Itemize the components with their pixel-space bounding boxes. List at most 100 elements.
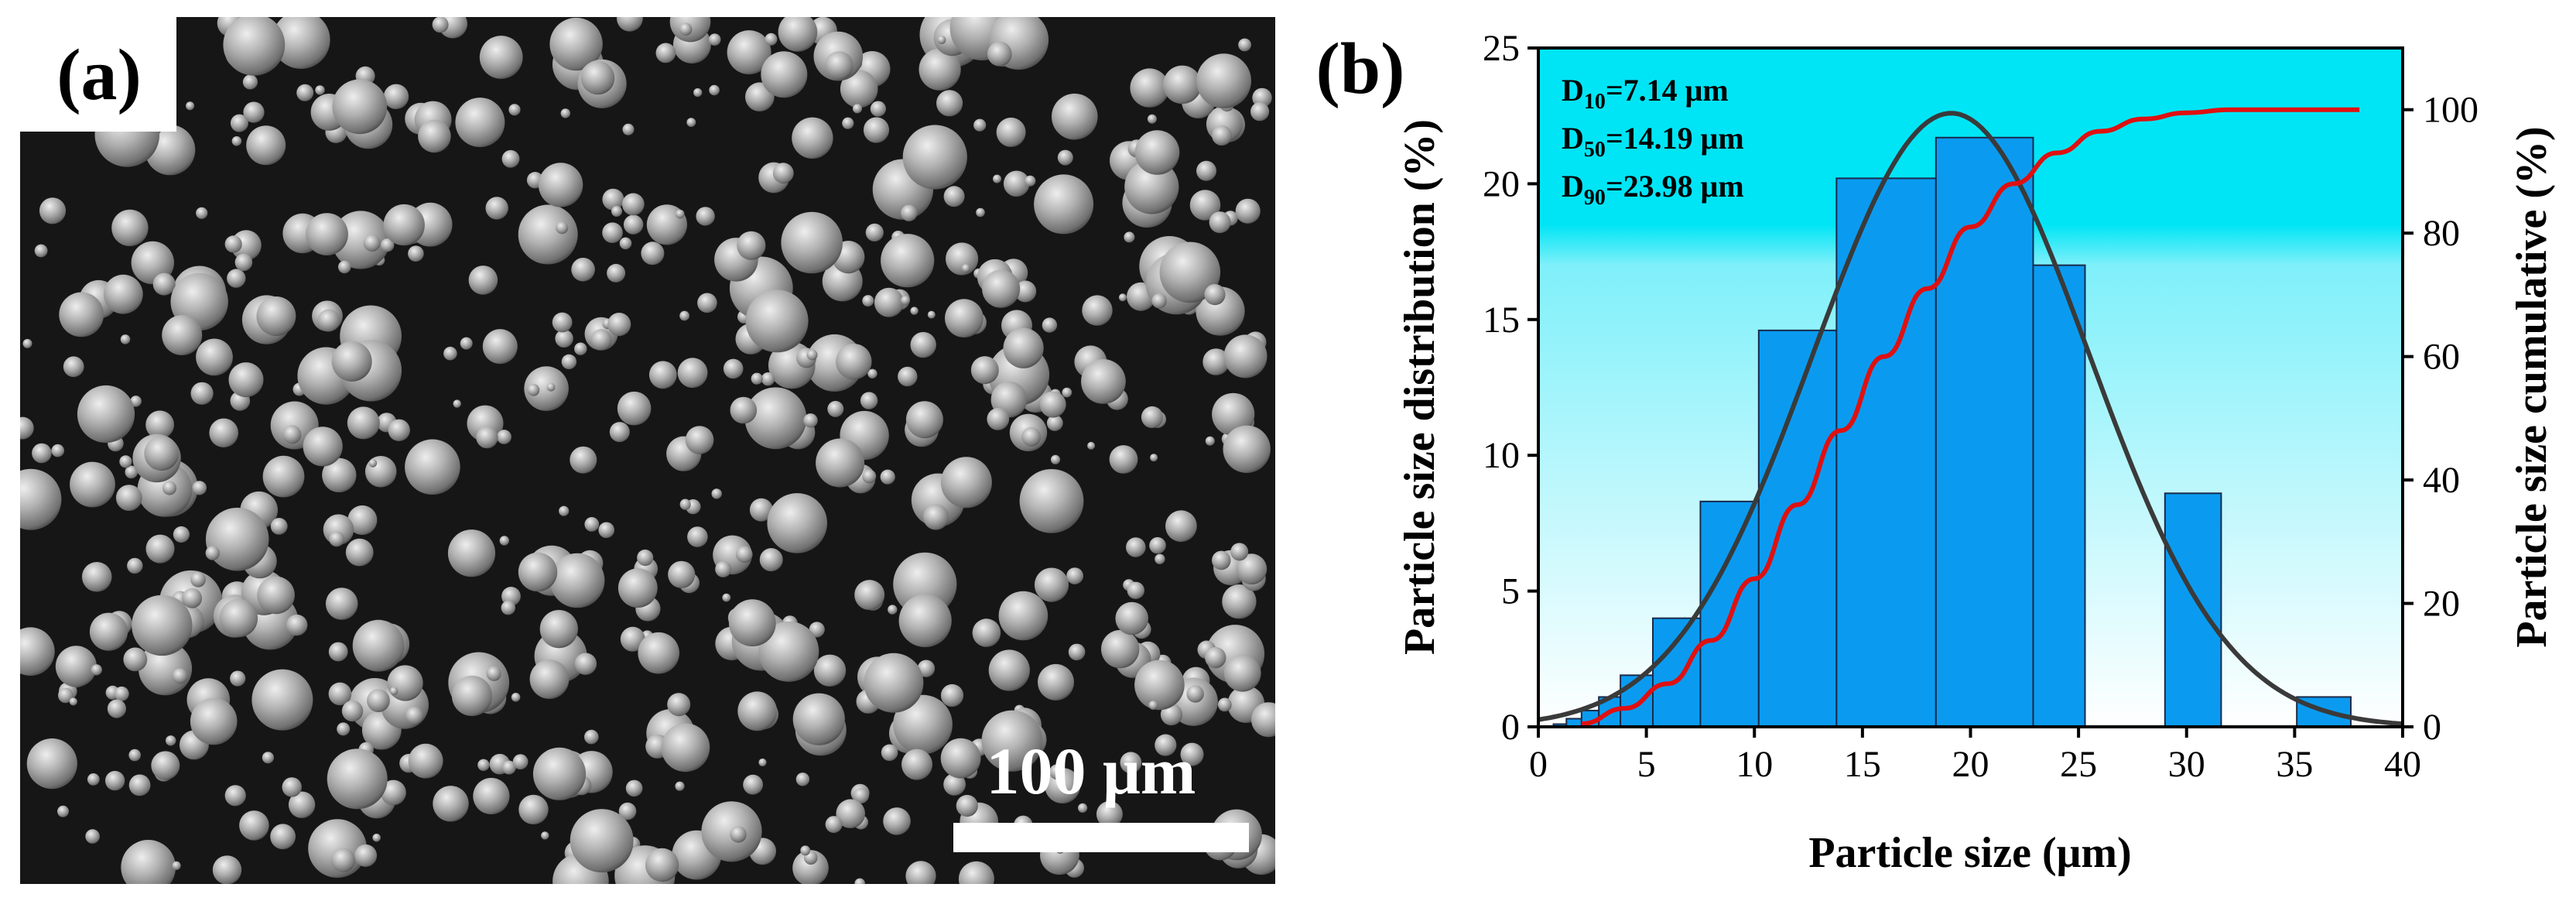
powder-particle <box>1155 734 1177 756</box>
powder-particle <box>559 505 570 516</box>
powder-particle <box>104 770 125 791</box>
x-tick-label: 40 <box>2384 744 2421 785</box>
powder-particle <box>405 439 460 495</box>
cumulative-curve <box>1581 107 2360 727</box>
powder-particle <box>1196 160 1216 181</box>
powder-particle <box>825 51 854 80</box>
powder-particle <box>961 264 970 272</box>
powder-particle <box>190 571 206 588</box>
powder-particle <box>836 799 865 828</box>
powder-particle <box>905 401 943 439</box>
powder-particle <box>730 826 747 843</box>
powder-particle <box>1205 436 1215 446</box>
powder-particle <box>512 754 529 770</box>
d-value-annotation: D50=14.19 μm <box>1562 121 1744 162</box>
powder-particle <box>1150 454 1158 462</box>
powder-particle <box>1130 68 1169 108</box>
powder-particle <box>571 258 595 282</box>
powder-particle <box>1236 553 1267 585</box>
powder-particle <box>727 30 771 75</box>
powder-particle <box>125 465 139 479</box>
powder-particle <box>1155 553 1165 564</box>
powder-particle <box>905 861 936 884</box>
powder-particle <box>173 526 190 543</box>
powder-particle <box>224 235 242 253</box>
powder-particle <box>1082 295 1113 326</box>
powder-particle <box>792 850 829 884</box>
histogram-bar <box>2032 264 2086 727</box>
powder-particle <box>711 488 722 499</box>
powder-particle <box>228 362 264 398</box>
powder-particle <box>120 334 131 344</box>
powder-particle <box>987 408 1010 430</box>
powder-particle <box>1204 284 1226 306</box>
powder-particle <box>22 338 32 348</box>
powder-particle <box>296 84 314 101</box>
powder-particle <box>580 60 615 95</box>
histogram-bar <box>1652 617 1702 727</box>
powder-particle <box>943 186 965 207</box>
powder-particle <box>637 549 654 567</box>
powder-particle <box>51 444 64 457</box>
powder-particle <box>32 443 52 464</box>
powder-particle <box>57 805 69 817</box>
powder-particle <box>728 599 776 647</box>
powder-particle <box>1014 280 1037 303</box>
powder-particle <box>1062 387 1072 398</box>
powder-particle <box>331 341 372 382</box>
powder-particle <box>902 125 967 190</box>
histogram-bar <box>1620 674 1654 727</box>
powder-particle <box>1025 175 1036 187</box>
powder-particle <box>708 33 721 46</box>
powder-particle <box>166 735 176 746</box>
powder-particle <box>1068 643 1086 661</box>
powder-particle <box>115 485 142 511</box>
powder-particle <box>998 591 1049 641</box>
powder-particle <box>1223 425 1271 473</box>
powder-particle <box>63 356 84 378</box>
powder-particle <box>1238 38 1251 52</box>
powder-particle <box>881 744 898 762</box>
powder-particle <box>648 361 677 389</box>
powder-particle <box>89 612 128 651</box>
powder-particle <box>973 118 987 132</box>
y-tick-label: 10 <box>1483 435 1520 476</box>
x-tick-label: 30 <box>2168 744 2205 785</box>
powder-particle <box>352 619 405 672</box>
powder-particle <box>234 253 253 272</box>
powder-particle <box>306 213 348 255</box>
powder-particle <box>679 22 693 36</box>
powder-particle <box>943 773 966 796</box>
powder-particle <box>661 723 710 773</box>
powder-particle <box>898 594 952 648</box>
powder-particle <box>617 17 643 32</box>
powder-particle <box>1019 469 1084 533</box>
powder-particle <box>744 387 807 450</box>
powder-particle <box>388 419 410 441</box>
powder-particle <box>956 794 978 817</box>
powder-particle <box>840 70 878 108</box>
y-tick-label: 20 <box>1483 163 1520 204</box>
powder-particle <box>529 659 570 699</box>
powder-particle <box>196 338 233 376</box>
powder-particle <box>825 816 843 834</box>
x-tick-label: 25 <box>2060 744 2097 785</box>
powder-particle <box>936 90 963 117</box>
powder-particle <box>570 809 634 873</box>
powder-particle <box>880 469 895 485</box>
powder-particle <box>1196 53 1251 108</box>
powder-particle <box>239 810 269 841</box>
powder-particle <box>743 774 763 795</box>
x-tick-label: 35 <box>2276 744 2313 785</box>
powder-particle <box>473 777 510 815</box>
powder-particle <box>282 777 302 797</box>
powder-particle <box>1230 543 1249 561</box>
powder-particle <box>1049 764 1065 780</box>
powder-particle <box>607 263 626 283</box>
powder-particle <box>623 214 644 235</box>
powder-particle <box>1165 510 1197 543</box>
powder-particle <box>145 410 175 440</box>
powder-particle <box>1250 102 1270 122</box>
powder-particle <box>327 749 388 810</box>
panel-a-label: (a) <box>56 35 142 115</box>
